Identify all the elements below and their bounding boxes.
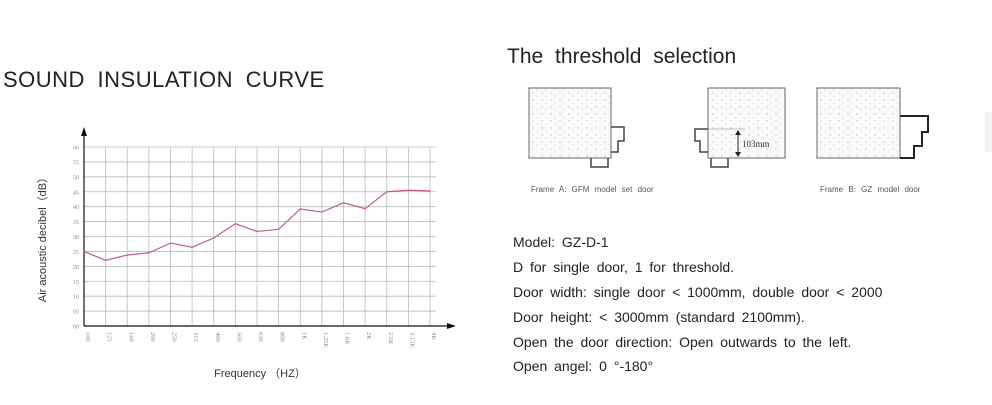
data-point bbox=[105, 259, 107, 261]
x-tick-label: 250 bbox=[171, 332, 178, 342]
x-tick-label: 800 bbox=[279, 332, 286, 342]
y-tick-label: 45 bbox=[73, 190, 79, 196]
data-point bbox=[299, 208, 301, 210]
y-tick-label: 10 bbox=[73, 295, 79, 301]
spec-direction: Open the door direction: Open outwards t… bbox=[513, 334, 852, 350]
x-tick-label: 2K bbox=[365, 332, 372, 340]
data-point bbox=[126, 254, 128, 256]
data-point bbox=[278, 228, 280, 230]
y-tick-label: 20 bbox=[73, 265, 79, 271]
x-axis-arrow bbox=[447, 323, 456, 329]
y-tick-label: 15 bbox=[73, 280, 79, 286]
dimension-label: 103mm bbox=[742, 139, 770, 149]
x-tick-label: 315 bbox=[192, 332, 199, 342]
caption-frame-b: Frame B: GZ model door bbox=[820, 185, 921, 194]
data-point bbox=[213, 237, 215, 239]
data-point bbox=[191, 246, 193, 248]
spec-height: Door height: < 3000mm (standard 2100mm). bbox=[513, 309, 805, 325]
x-tick-label: 1K bbox=[300, 332, 307, 340]
x-tick-label: 4K bbox=[430, 332, 437, 340]
y-tick-label: 35 bbox=[73, 220, 79, 226]
x-tick-label: 200 bbox=[149, 332, 156, 342]
threshold-title: The threshold selection bbox=[507, 45, 737, 68]
y-axis-label: Air acoustic decibel（dB） bbox=[36, 172, 49, 302]
y-tick-label: 05 bbox=[73, 310, 79, 316]
y-tick-label: 30 bbox=[73, 235, 79, 241]
data-point bbox=[256, 230, 258, 233]
y-axis-arrow bbox=[81, 127, 87, 136]
sound-insulation-chart: 00 05 10 15 20 25 30 35 40 45 50 55 60 100 125 160 200 25… bbox=[36, 127, 456, 380]
y-tick-label: 60 bbox=[73, 146, 79, 152]
x-tick-label: 400 bbox=[214, 332, 221, 342]
spec-width: Door width: single door < 1000mm, double… bbox=[513, 284, 883, 300]
x-axis-label: Frequency （HZ） bbox=[214, 367, 306, 380]
caption-frame-a: Frame A: GFM model set door bbox=[531, 185, 654, 194]
y-tick-label: 40 bbox=[73, 205, 79, 211]
data-point bbox=[83, 250, 85, 253]
x-tick-label: 100 bbox=[84, 332, 91, 342]
x-tick-label: 1.25K bbox=[322, 332, 329, 348]
data-point bbox=[407, 189, 409, 191]
frame-dimension-diagram bbox=[694, 87, 786, 168]
x-tick-label: 500 bbox=[235, 332, 242, 342]
spec-model: Model: GZ-D-1 bbox=[513, 234, 609, 250]
data-point bbox=[148, 252, 150, 254]
x-tick-label: 160 bbox=[127, 332, 134, 342]
spec-description: D for single door, 1 for threshold. bbox=[513, 259, 735, 275]
x-tick-label: 1.6K bbox=[344, 332, 351, 345]
data-point bbox=[169, 242, 172, 244]
data-point bbox=[321, 211, 323, 213]
y-tick-label: 55 bbox=[73, 160, 79, 166]
chart-title: SOUND INSULATION CURVE bbox=[3, 67, 325, 92]
partial-diagram bbox=[985, 112, 992, 152]
data-point bbox=[364, 208, 366, 210]
data-point bbox=[429, 190, 431, 192]
frame-b-diagram bbox=[816, 87, 929, 159]
x-tick-label: 125 bbox=[106, 332, 113, 342]
y-tick-label: 25 bbox=[73, 250, 79, 256]
x-tick-label: 2.5K bbox=[387, 332, 394, 345]
y-tick-label: 00 bbox=[73, 325, 79, 331]
spec-angle: Open angel: 0 °-180° bbox=[513, 358, 654, 374]
y-tick-label: 50 bbox=[73, 175, 79, 181]
data-point bbox=[342, 202, 345, 204]
data-point bbox=[234, 223, 236, 225]
x-tick-label: 3.15K bbox=[408, 332, 415, 348]
data-point bbox=[386, 191, 388, 193]
frame-a-diagram bbox=[528, 87, 625, 168]
x-tick-label: 630 bbox=[257, 332, 264, 342]
